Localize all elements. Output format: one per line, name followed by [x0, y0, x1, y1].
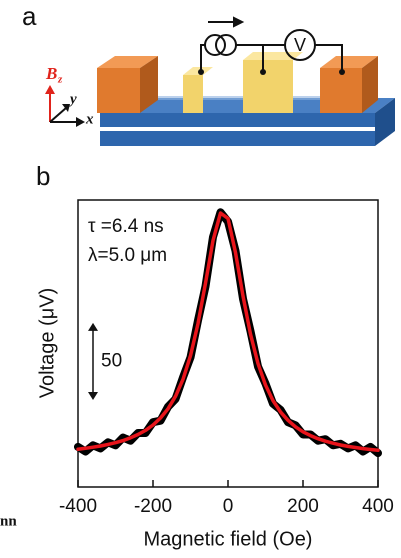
electrode-front [97, 68, 140, 113]
x-tick-label: 0 [223, 496, 234, 517]
electrode-front [320, 68, 362, 113]
field-label: B [45, 64, 57, 83]
pad-top [183, 67, 213, 75]
axis-x-label: x [85, 111, 94, 127]
panel-label: a [22, 1, 37, 31]
x-tick-label: -200 [134, 496, 172, 517]
field-subscript: z [57, 74, 63, 86]
x-tick-label: -400 [59, 496, 97, 517]
circuit [200, 16, 343, 72]
pad-front [183, 75, 203, 113]
electrode-side [362, 56, 378, 113]
pad-front [243, 60, 293, 113]
electrode-top [97, 56, 158, 68]
substrate-side [375, 98, 395, 146]
scale-bar-label: 50 [101, 350, 122, 371]
stray-text: nn [0, 513, 17, 529]
scale-bar-head [88, 322, 98, 331]
contact-dots [198, 69, 345, 75]
annotation: λ=5.0 μm [88, 245, 167, 266]
substrate-stripe [100, 127, 375, 131]
voltmeter-label: V [294, 35, 306, 55]
axes-icon: B z y x [45, 64, 94, 127]
x-tick-label: 400 [362, 496, 394, 517]
y-axis-label: Voltage (μV) [36, 288, 58, 398]
film [100, 96, 375, 100]
electrode-side [140, 56, 158, 113]
x-axis-label: Magnetic field (Oe) [144, 528, 313, 550]
panel-label: b [36, 161, 50, 191]
annotation: τ =6.4 ns [88, 216, 164, 237]
fit-line [76, 211, 380, 453]
x-tick-label: 200 [287, 496, 319, 517]
axis-y-label: y [68, 91, 77, 107]
electrode-top [320, 56, 378, 68]
device-schematic: V [97, 16, 395, 146]
scale-bar-head [88, 392, 98, 400]
